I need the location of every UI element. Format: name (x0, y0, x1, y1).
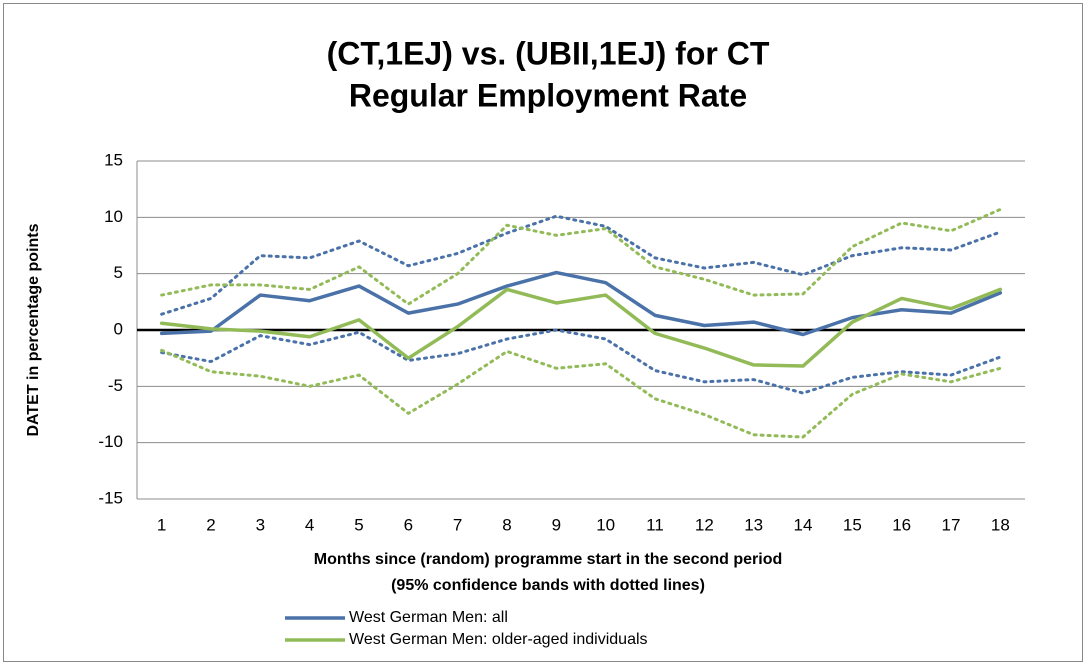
x-tick-label: 17 (942, 515, 961, 534)
y-axis-title: DATET in percentage points (25, 223, 42, 436)
x-tick-label: 11 (646, 515, 664, 534)
confidence-band (160, 207, 1002, 306)
confidence-band (160, 328, 1002, 395)
x-tick-label: 16 (892, 515, 911, 534)
x-tick-label: 6 (404, 515, 413, 534)
x-tick-label: 15 (843, 515, 862, 534)
y-tick-label: 5 (114, 263, 123, 282)
line (159, 287, 1003, 368)
y-tick-label: -15 (98, 488, 123, 507)
chart-title: Regular Employment Rate (349, 77, 747, 113)
x-tick-label: 12 (695, 515, 714, 534)
y-tick-label: -5 (108, 376, 123, 395)
x-tick-label: 1 (157, 515, 166, 534)
y-tick-label: 10 (104, 207, 123, 226)
x-tick-label: 14 (794, 515, 813, 534)
x-tick-label: 10 (596, 515, 615, 534)
legend-label: West German Men: older-aged individuals (349, 631, 648, 648)
y-tick-label: 0 (114, 319, 123, 338)
x-axis-title: Months since (random) programme start in… (314, 551, 783, 568)
x-tick-label: 3 (256, 515, 265, 534)
x-tick-label: 13 (744, 515, 763, 534)
x-tick-label: 4 (305, 515, 314, 534)
chart-title: (CT,1EJ) vs. (UBII,1EJ) for CT (327, 35, 770, 71)
x-tick-label: 18 (991, 515, 1010, 534)
x-tick-label: 5 (354, 515, 363, 534)
x-tick-label: 9 (552, 515, 561, 534)
x-tick-label: 2 (206, 515, 215, 534)
legend-label: West German Men: all (349, 609, 508, 626)
x-tick-label: 8 (502, 515, 511, 534)
y-tick-label: -10 (98, 432, 123, 451)
x-tick-label: 7 (453, 515, 462, 534)
confidence-band (160, 214, 1002, 316)
x-axis-title: (95% confidence bands with dotted lines) (391, 577, 705, 594)
y-tick-label: 15 (104, 150, 123, 169)
